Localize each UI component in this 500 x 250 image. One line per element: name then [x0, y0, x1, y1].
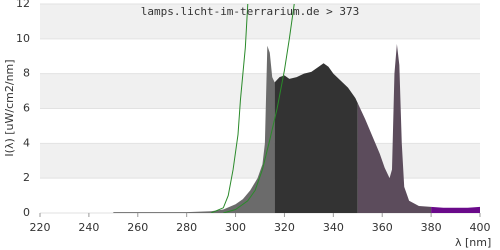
- x-tick-label: 300: [225, 221, 246, 234]
- reference-line: [210, 4, 249, 213]
- y-axis-label: I(λ) [uW/cm2/nm]: [3, 59, 16, 156]
- x-tick-label: 260: [127, 221, 148, 234]
- grid-band: [40, 73, 480, 109]
- y-tick-label: 0: [23, 206, 30, 219]
- x-tick-label: 380: [421, 221, 442, 234]
- x-tick-label: 340: [323, 221, 344, 234]
- reference-line: [223, 4, 295, 213]
- y-tick-label: 12: [16, 0, 30, 10]
- x-tick-label: 220: [30, 221, 51, 234]
- y-tick-label: 6: [23, 102, 30, 115]
- grid-band: [40, 4, 480, 39]
- x-axis-label: λ [nm]: [455, 236, 491, 249]
- chart-title: lamps.licht-im-terrarium.de > 373: [141, 5, 360, 18]
- spectrum-area: [274, 63, 358, 213]
- spectrum-area: [113, 45, 275, 213]
- x-tick-label: 240: [78, 221, 99, 234]
- y-tick-label: 10: [16, 32, 30, 45]
- spectrum-area: [431, 206, 480, 213]
- spectrum-area: [357, 44, 432, 213]
- y-tick-label: 2: [23, 171, 30, 184]
- y-tick-label: 8: [23, 67, 30, 80]
- x-tick-label: 360: [372, 221, 393, 234]
- x-tick-label: 400: [470, 221, 491, 234]
- x-tick-label: 320: [274, 221, 295, 234]
- x-tick-label: 280: [176, 221, 197, 234]
- y-tick-label: 4: [23, 136, 30, 149]
